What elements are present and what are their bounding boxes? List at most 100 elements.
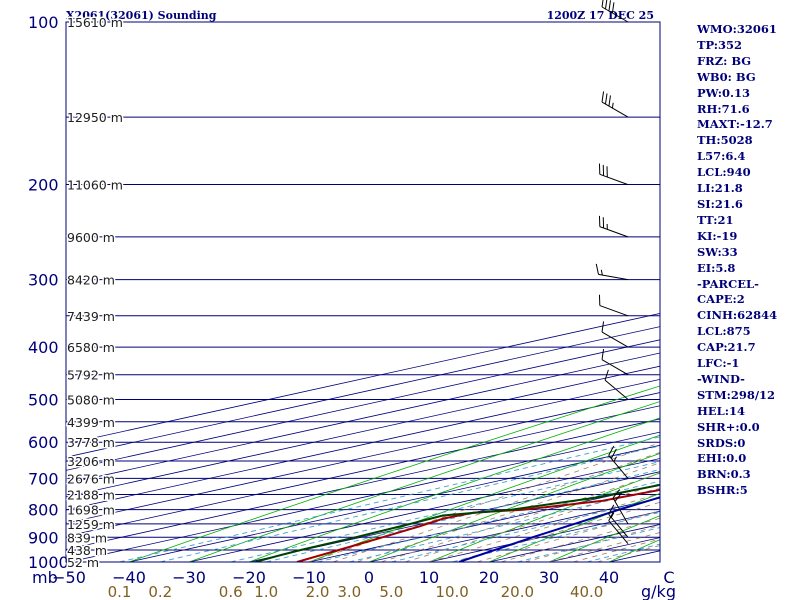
- index-item: RH:71.6: [697, 101, 750, 116]
- index-item: LCL:940: [697, 165, 751, 180]
- index-item: HEL:14: [697, 403, 745, 418]
- index-item: SW:33: [697, 244, 738, 259]
- isotherm-line: [66, 339, 660, 471]
- height-label: 52 m: [67, 555, 99, 570]
- height-label: 839 m: [67, 530, 107, 545]
- moist-adiabat-line: [380, 472, 660, 562]
- dry-adiabat-line: [128, 385, 660, 562]
- isotherm-line: [66, 378, 660, 511]
- wind-barb: [612, 489, 629, 525]
- index-item: LCL:875: [697, 324, 751, 339]
- isotherm-line: [66, 405, 660, 537]
- plot-border: [65, 21, 661, 563]
- wind-barb-staff: [601, 359, 629, 376]
- height-label: 3206 m: [67, 454, 115, 469]
- mixing-ratio-line: [452, 511, 660, 562]
- mixing-ratio-label: 5.0: [379, 583, 403, 600]
- temperature-tick-label: −40: [112, 568, 146, 587]
- wind-barb-flag: [604, 93, 608, 105]
- wind-barb-staff: [601, 101, 629, 118]
- mixing-ratio-label: 40.0: [570, 583, 603, 600]
- wind-barb: [608, 445, 629, 479]
- isotherm-line: [66, 352, 660, 484]
- index-item: PW:0.13: [697, 85, 751, 100]
- mixing-ratio-label: 3.0: [337, 583, 361, 600]
- pressure-tick-label: 900: [28, 528, 59, 547]
- index-item: SHR+:0.0: [697, 419, 760, 434]
- pressure-tick-label: 800: [28, 501, 59, 520]
- height-label: 5792 m: [67, 368, 115, 383]
- indices-panel: WMO:32061 TP:352 FRZ: BG WB0: BG PW:0.13 RH:7…: [697, 22, 800, 499]
- wind-barb-flag: [608, 445, 615, 456]
- wind-barb-flag: [601, 91, 605, 103]
- index-item: LFC:-1: [697, 356, 740, 371]
- temperature-tick-label: 40: [599, 568, 619, 587]
- mixing-ratio-label: 0.1: [108, 583, 132, 600]
- wind-barb: [608, 510, 629, 545]
- height-label: 8420 m: [67, 273, 115, 288]
- mixing-ratio-label: 10.0: [435, 583, 468, 600]
- height-label: 7439 m: [67, 309, 115, 324]
- wind-barb-flag: [601, 348, 605, 360]
- wind-barb-staff: [599, 226, 629, 238]
- wind-barb-flag: [611, 2, 615, 14]
- mixing-ratio-label: 2.0: [306, 583, 330, 600]
- mixing-ratio-label: 0.2: [148, 583, 172, 600]
- wind-barb: [604, 369, 629, 400]
- temperature-tick-label: −50: [52, 568, 86, 587]
- isotherm-line: [66, 313, 660, 445]
- wind-barb: [608, 504, 629, 538]
- temperature-tick-label: 20: [479, 568, 499, 587]
- wind-barb: [601, 91, 629, 118]
- wind-barb-half-flag: [610, 512, 615, 518]
- pressure-tick-label: 200: [28, 176, 59, 195]
- height-label: 6580 m: [67, 340, 115, 355]
- index-item: CAPE:2: [697, 292, 745, 307]
- mixing-ratio-line: [230, 461, 660, 562]
- index-item: CAP:21.7: [697, 340, 756, 355]
- pressure-tick-label: 300: [28, 271, 59, 290]
- temperature-tick-label: 10: [419, 568, 439, 587]
- height-label: 1698 m: [67, 503, 115, 518]
- index-item: WMO:32061: [697, 22, 777, 36]
- standard-atmosphere-line: [458, 496, 660, 562]
- wind-barb-flag: [598, 215, 601, 227]
- wind-barb-flag: [606, 166, 608, 178]
- isotherm-line: [128, 444, 660, 562]
- dry-adiabat-line: [188, 401, 660, 562]
- wind-barb-flag: [610, 448, 617, 459]
- index-item: EHI:0.0: [697, 451, 747, 466]
- mixing-ratio-line: [317, 480, 660, 562]
- index-item: WB0: BG: [697, 69, 756, 84]
- dewpoint-line: [254, 483, 660, 562]
- wind-barb-staff: [601, 331, 629, 348]
- wind-barb: [598, 163, 629, 186]
- index-item: -PARCEL-: [697, 276, 759, 291]
- mixing-ratio-line: [391, 497, 660, 562]
- temperature-tick-label: 30: [539, 568, 559, 587]
- dry-adiabat-line: [368, 452, 660, 562]
- wind-barb-flag: [595, 263, 599, 275]
- wind-barb-flag: [608, 0, 611, 12]
- wind-barb-flag: [602, 164, 605, 176]
- wind-barb-flag: [601, 321, 605, 333]
- index-item: MAXT:-12.7: [697, 117, 773, 132]
- isotherm-line: [66, 418, 660, 550]
- height-label: 15610 m: [67, 15, 123, 30]
- wind-barb-half-flag: [611, 102, 614, 109]
- moist-adiabat-line: [452, 501, 660, 562]
- wind-barb: [595, 263, 629, 281]
- wind-barb: [601, 0, 629, 23]
- index-item: EI:5.8: [697, 260, 736, 275]
- index-item: L57:6.4: [697, 149, 746, 164]
- temperature-line: [296, 488, 660, 562]
- height-label: 5080 m: [67, 392, 115, 407]
- isotherm-line: [66, 365, 660, 498]
- wind-barb-flag: [601, 0, 605, 8]
- wind-barb-staff: [601, 6, 629, 23]
- wind-barb-flag: [608, 504, 615, 515]
- index-item: CINH:62844: [697, 308, 778, 323]
- dry-adiabat-line: [488, 493, 660, 562]
- height-label: 11060 m: [67, 178, 123, 193]
- valid-time: 1200Z 17 DEC 25: [546, 9, 654, 22]
